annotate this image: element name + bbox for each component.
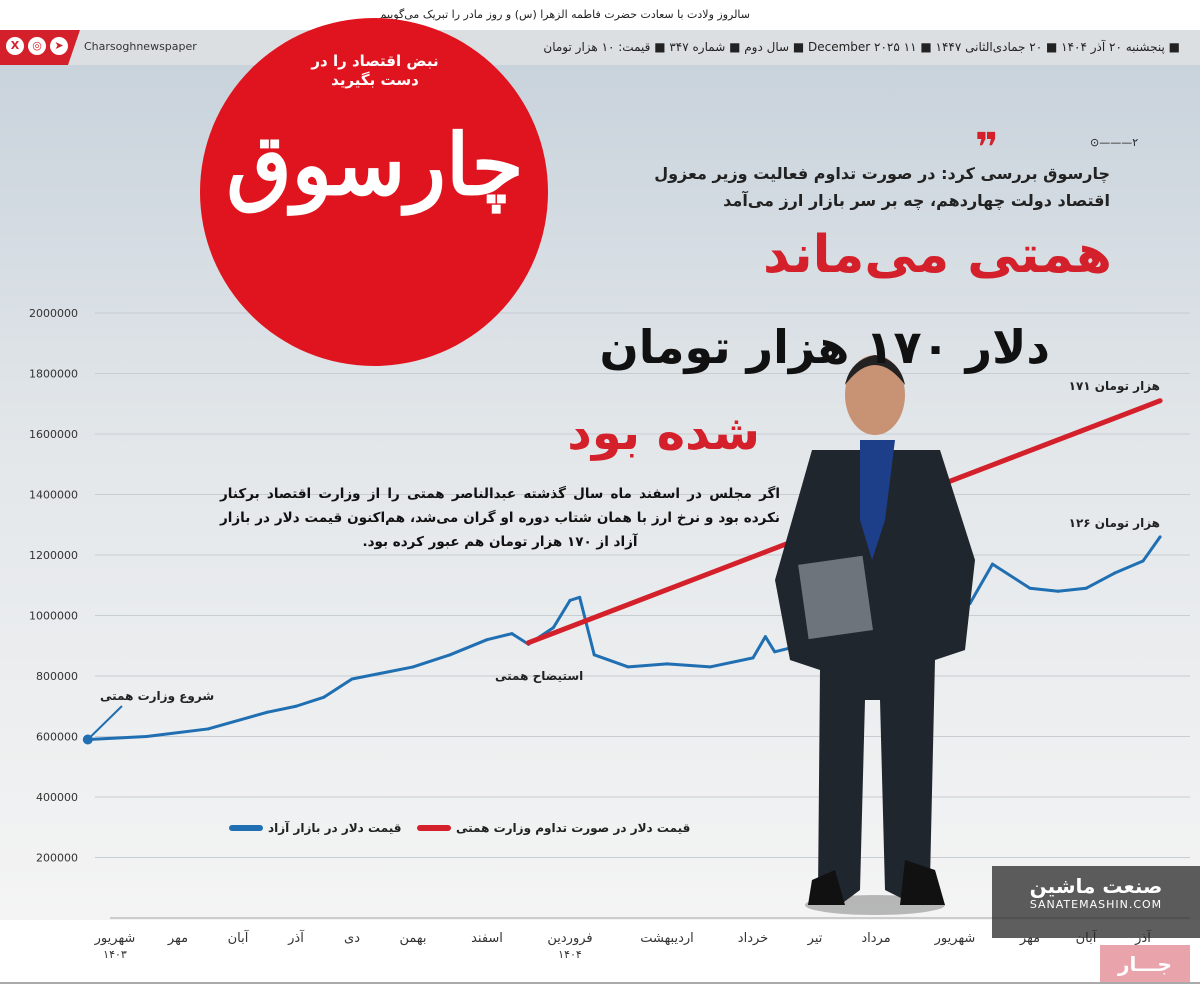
legend-label: قیمت دلار در صورت تداوم وزارت همتی [456, 821, 690, 836]
data-point [145, 735, 148, 738]
data-point [773, 650, 777, 654]
annotation-pointer [87, 705, 123, 741]
annotation-label: ۱۲۶ هزار تومان [1069, 516, 1160, 531]
x-tick-label: آبان [228, 929, 250, 946]
data-point [1141, 559, 1145, 563]
data-point [568, 598, 572, 602]
page-reference: ⊙———۲ [1090, 136, 1139, 149]
y-tick-label: 600000 [36, 731, 78, 744]
data-point [448, 653, 452, 657]
legend-label: قیمت دلار در بازار آزاد [268, 820, 402, 835]
data-point [1056, 589, 1060, 593]
headline-line1: همتی می‌ماند [763, 225, 1112, 285]
footer-rule [0, 982, 1200, 984]
social-handle[interactable]: Charsoghnewspaper [84, 40, 197, 53]
data-point [592, 653, 596, 657]
market-line [87, 535, 1162, 742]
data-point [665, 662, 669, 666]
instagram-icon[interactable]: ◎ [28, 37, 46, 55]
lead-text: چارسوق بررسی کرد: در صورت تداوم فعالیت و… [654, 164, 1110, 210]
watermark-name: صنعت ماشین [1029, 874, 1163, 898]
x-tick-label: مهر [167, 931, 188, 946]
annotation-label: شروع وزارت همتی [100, 689, 214, 704]
y-tick-label: 1800000 [29, 368, 78, 381]
x-tick-label: آذر [287, 929, 305, 946]
x-tick-label: اردیبهشت [640, 931, 694, 946]
x-tick-label: بهمن [399, 931, 426, 946]
x-tick-label: فروردین [547, 931, 592, 946]
y-tick-label: 1200000 [29, 549, 78, 562]
watermark: صنعت ماشین SANATEMASHIN.COM [992, 866, 1200, 938]
data-point [991, 562, 994, 566]
watermark-url: SANATEMASHIN.COM [1029, 898, 1163, 911]
data-point [322, 695, 326, 699]
data-point [1028, 586, 1032, 590]
data-point [526, 640, 531, 646]
logo-text: چارسوق [226, 115, 524, 214]
telegram-icon[interactable]: ➤ [50, 37, 68, 55]
headline-line2: دلار ۱۷۰ هزار تومان [599, 320, 1050, 374]
logo-circle [200, 18, 548, 366]
data-point [1158, 535, 1162, 539]
y-tick-label: 1600000 [29, 428, 78, 441]
data-point [381, 671, 384, 675]
person-hair [845, 355, 905, 385]
person-shoes [808, 860, 945, 905]
data-point [1113, 571, 1116, 575]
data-point [510, 632, 514, 636]
y-tick-label: 1000000 [29, 610, 78, 623]
y-tick-label: 1400000 [29, 489, 78, 502]
logo-slogan: نبض اقتصاد را در دست بگیرید [311, 52, 439, 89]
y-tick-label: 2000000 [29, 307, 78, 320]
person-head [845, 355, 905, 435]
data-point [626, 665, 630, 669]
data-point [551, 626, 555, 630]
y-tick-label: 400000 [36, 791, 78, 804]
y-tick-label: 200000 [36, 852, 78, 865]
data-point [485, 638, 489, 642]
data-point [751, 656, 755, 660]
data-point [1157, 398, 1163, 404]
annotation-label: استیضاح همتی [495, 669, 583, 683]
date-bar [0, 30, 1200, 65]
data-point [206, 727, 210, 731]
data-point [294, 704, 298, 708]
x-tick-year: ۱۴۰۳ [103, 948, 127, 961]
body-text: اگر مجلس در اسفند ماه سال گذشته عبدالناص… [220, 486, 780, 550]
x-tick-label: مرداد [861, 931, 890, 946]
data-point [763, 635, 767, 639]
x-tick-label: اسفند [471, 931, 503, 946]
y-tick-label: 800000 [36, 670, 78, 683]
person-folder [798, 555, 873, 640]
x-tick-label: خرداد [738, 931, 768, 946]
jar-tag: جـــار [1100, 945, 1190, 983]
date-info: ■ پنجشنبه ۲۰ آذر ۱۴۰۴ ■ ۲۰ جمادی‌الثانی … [543, 40, 1180, 54]
top-greeting: سالروز ولادت با سعادت حضرت فاطمه الزهرا … [379, 8, 750, 21]
x-tick-label: دی [344, 931, 360, 946]
x-tick-label: شهریور [934, 931, 976, 946]
person-tie [860, 440, 895, 560]
data-point [350, 677, 354, 681]
data-point [265, 710, 269, 714]
headline-line3: شده بود [567, 405, 760, 461]
x-tick-label: شهریور [94, 931, 136, 946]
x-tick-year: ۱۴۰۴ [558, 948, 582, 961]
x-icon[interactable]: X [6, 37, 24, 55]
data-point [578, 595, 582, 599]
quote-icon: ❞ [975, 125, 999, 171]
data-point [708, 665, 712, 669]
annotation-label: ۱۷۱ هزار تومان [1069, 379, 1160, 394]
data-point [411, 665, 415, 669]
x-tick-label: تیر [807, 931, 823, 946]
data-point [1084, 586, 1088, 590]
